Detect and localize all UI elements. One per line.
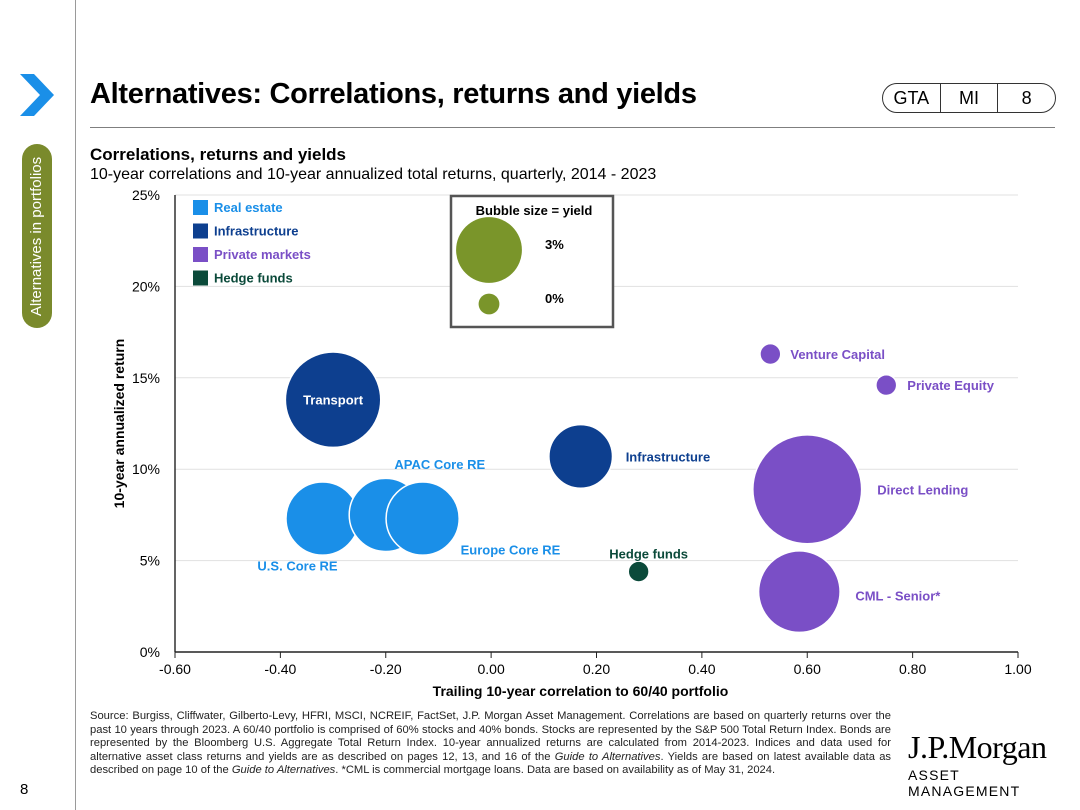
x-tick-label: 0.40 — [688, 661, 715, 677]
page-title: Alternatives: Correlations, returns and … — [90, 78, 697, 110]
x-tick-label: -0.40 — [264, 661, 296, 677]
section-tab[interactable]: Alternatives in portfolios — [22, 144, 52, 328]
x-tick-label: 0.80 — [899, 661, 926, 677]
legend-swatch — [193, 270, 208, 286]
chart-title: Correlations, returns and yields — [90, 145, 347, 164]
legend-swatch — [193, 200, 208, 215]
chart-subtitle: 10-year correlations and 10-year annuali… — [90, 166, 657, 183]
size-legend-label: 0% — [545, 291, 564, 306]
y-axis-label: 10-year annualized return — [111, 339, 127, 509]
title-divider — [90, 127, 1055, 128]
size-legend-bubble — [456, 217, 522, 283]
legend-label: Infrastructure — [214, 224, 299, 239]
y-tick-label: 5% — [140, 553, 160, 569]
tag-gta[interactable]: GTA — [893, 87, 930, 108]
bubble-label-u-s-core-re: U.S. Core RE — [257, 559, 338, 574]
x-tick-label: 0.00 — [478, 661, 505, 677]
bubble-label-cml-senior: CML - Senior* — [855, 589, 941, 604]
size-legend-label: 3% — [545, 237, 564, 252]
logo-wordmark: J.P.Morgan — [908, 729, 1047, 765]
left-rail-divider — [75, 0, 76, 810]
bubble-private-equity[interactable] — [875, 373, 898, 397]
bubble-label-apac-core-re: APAC Core RE — [394, 457, 485, 472]
bubble-label-hedge-funds: Hedge funds — [609, 547, 688, 562]
tag-mi[interactable]: MI — [939, 84, 998, 112]
bubble-infrastructure[interactable] — [548, 423, 614, 489]
guide-reference: Guide to Alternatives — [231, 764, 336, 777]
tag-page[interactable]: 8 — [997, 84, 1055, 112]
bubble-direct-lending[interactable] — [752, 434, 863, 545]
legend-label: Hedge funds — [214, 271, 293, 286]
size-legend-title: Bubble size = yield — [476, 203, 593, 218]
x-axis-label: Trailing 10-year correlation to 60/40 po… — [433, 683, 729, 699]
x-tick-label: 0.60 — [794, 661, 821, 677]
logo-subtitle: ASSET MANAGEMENT — [908, 767, 1021, 799]
bubble-label-venture-capital: Venture Capital — [790, 347, 885, 362]
legend-swatch — [193, 247, 208, 262]
y-tick-label: 10% — [132, 461, 160, 477]
bubble-venture-capital[interactable] — [759, 342, 782, 366]
legend-swatch — [193, 223, 208, 239]
guide-tags: GTA MI 8 — [882, 83, 1056, 113]
bubble-label-transport: Transport — [303, 393, 364, 408]
legend-label: Real estate — [214, 200, 283, 215]
bubble-europe-core-re[interactable] — [385, 481, 460, 556]
source-footnote: Source: Burgiss, Cliffwater, Gilberto-Le… — [90, 710, 892, 777]
chevron-right-icon[interactable] — [18, 74, 56, 116]
x-tick-label: 1.00 — [1004, 661, 1031, 677]
guide-reference: Guide to Alternatives — [554, 750, 661, 763]
y-tick-label: 25% — [132, 187, 160, 203]
y-tick-label: 0% — [140, 644, 160, 660]
x-tick-label: -0.20 — [370, 661, 402, 677]
x-tick-label: -0.60 — [159, 661, 191, 677]
legend-label: Private markets — [214, 247, 311, 262]
y-tick-label: 20% — [132, 278, 160, 294]
bubble-label-infrastructure: Infrastructure — [626, 449, 711, 464]
bubble-label-private-equity: Private Equity — [907, 378, 994, 393]
jpmorgan-logo: J.P.Morgan ASSET MANAGEMENT — [908, 730, 1058, 799]
page-number: 8 — [20, 781, 29, 798]
bubble-u-s-core-re[interactable] — [285, 481, 360, 556]
bubble-cml-senior[interactable] — [757, 550, 841, 634]
bubble-label-europe-core-re: Europe Core RE — [461, 543, 561, 558]
x-tick-label: 0.20 — [583, 661, 610, 677]
size-legend-bubble — [478, 293, 500, 315]
y-tick-label: 15% — [132, 370, 160, 386]
bubble-transport[interactable] — [284, 351, 382, 449]
bubble-hedge-funds[interactable] — [627, 560, 650, 583]
bubble-label-direct-lending: Direct Lending — [877, 482, 968, 497]
